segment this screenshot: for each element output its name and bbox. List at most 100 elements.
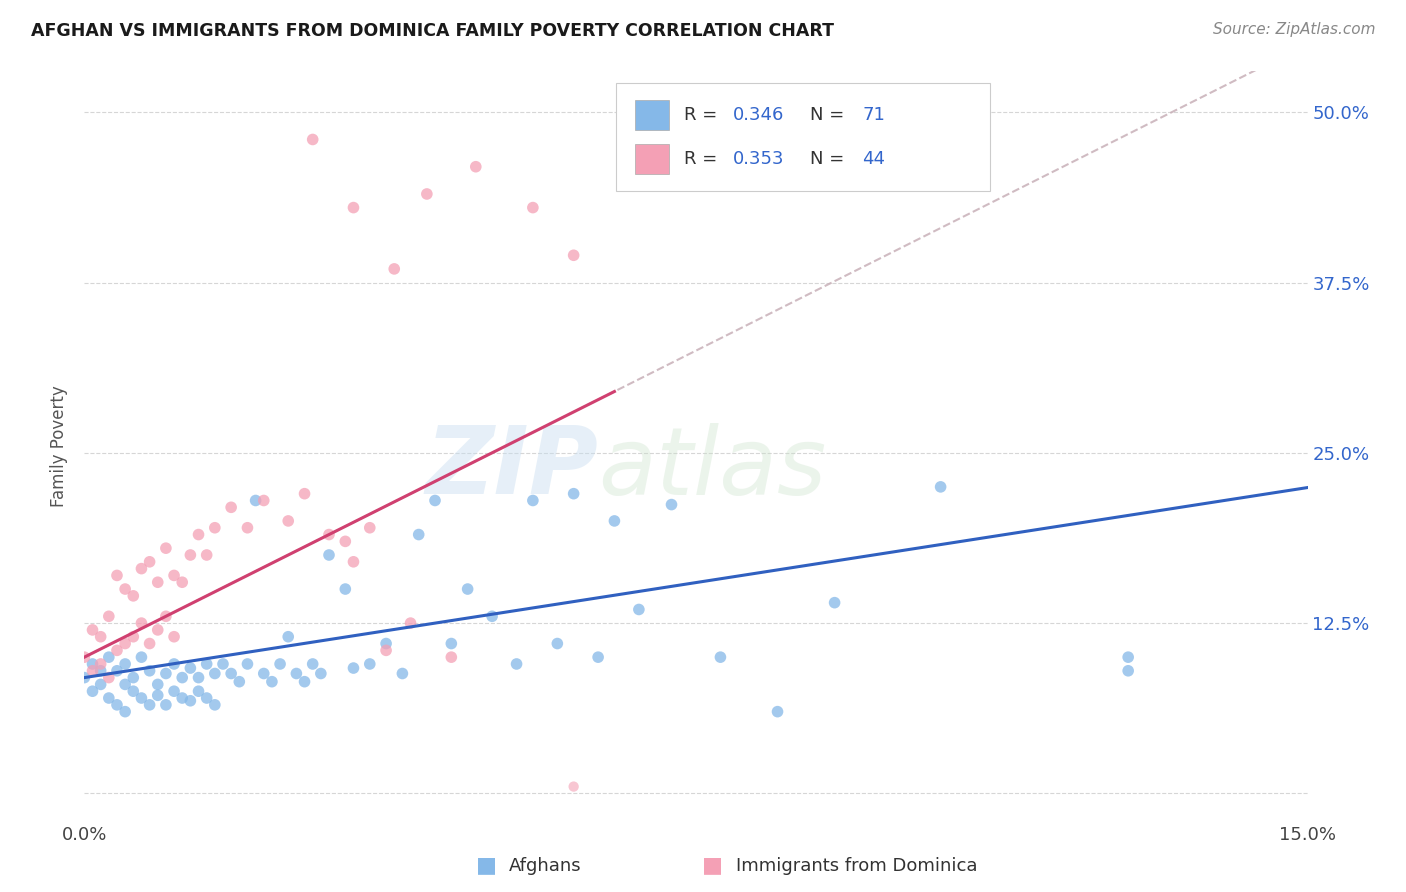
Point <box>90 664 112 678</box>
Point <box>562 248 585 262</box>
Point <box>546 636 568 650</box>
Point <box>277 630 299 644</box>
Text: N =: N = <box>810 150 849 169</box>
Point <box>195 691 218 706</box>
Point <box>114 582 136 596</box>
FancyBboxPatch shape <box>636 100 669 129</box>
Point <box>342 201 364 215</box>
Point <box>122 684 145 698</box>
Point <box>131 616 153 631</box>
Point <box>342 555 364 569</box>
Text: 44: 44 <box>862 150 886 169</box>
Point <box>228 674 250 689</box>
Point <box>399 616 422 631</box>
Point <box>661 498 683 512</box>
Point <box>97 650 120 665</box>
Point <box>294 674 316 689</box>
Point <box>1116 664 1139 678</box>
Point <box>309 666 332 681</box>
Point <box>105 643 128 657</box>
Point <box>285 666 308 681</box>
Text: ■: ■ <box>475 855 496 876</box>
Text: N =: N = <box>810 105 849 124</box>
Point <box>457 582 479 596</box>
Point <box>131 691 153 706</box>
Point <box>766 705 789 719</box>
Point <box>122 671 145 685</box>
Point <box>359 521 381 535</box>
Point <box>269 657 291 671</box>
Point <box>105 698 128 712</box>
Point <box>375 643 398 657</box>
Point <box>929 480 952 494</box>
Point <box>391 666 413 681</box>
Point <box>163 684 186 698</box>
Point <box>82 684 104 698</box>
Text: R =: R = <box>683 105 723 124</box>
Point <box>138 636 160 650</box>
Text: R =: R = <box>683 150 723 169</box>
Point <box>522 201 544 215</box>
Point <box>146 688 169 702</box>
Point <box>82 657 104 671</box>
Point <box>172 671 194 685</box>
Text: atlas: atlas <box>598 423 827 514</box>
Text: Immigrants from Dominica: Immigrants from Dominica <box>737 856 977 874</box>
Point <box>131 561 153 575</box>
Point <box>163 630 186 644</box>
Point <box>204 521 226 535</box>
Point <box>90 677 112 691</box>
Point <box>603 514 626 528</box>
Text: ■: ■ <box>702 855 723 876</box>
Point <box>73 650 96 665</box>
Point <box>318 548 340 562</box>
Point <box>163 657 186 671</box>
Point <box>253 666 276 681</box>
Point <box>187 671 209 685</box>
Point <box>318 527 340 541</box>
Point <box>155 666 177 681</box>
Point <box>236 521 259 535</box>
Point <box>440 650 463 665</box>
Point <box>204 666 226 681</box>
Text: ZIP: ZIP <box>425 423 598 515</box>
Text: 0.346: 0.346 <box>733 105 785 124</box>
Point <box>138 698 160 712</box>
Point <box>105 568 128 582</box>
Point <box>179 661 201 675</box>
Point <box>219 500 242 515</box>
Y-axis label: Family Poverty: Family Poverty <box>51 385 69 507</box>
Point <box>375 636 398 650</box>
Point <box>236 657 259 671</box>
Point <box>627 602 650 616</box>
Point <box>172 691 194 706</box>
Point <box>212 657 235 671</box>
Point <box>382 261 405 276</box>
Text: 71: 71 <box>862 105 886 124</box>
Point <box>342 661 364 675</box>
FancyBboxPatch shape <box>616 83 990 191</box>
Point <box>82 664 104 678</box>
Point <box>122 630 145 644</box>
Point <box>187 684 209 698</box>
Point <box>505 657 527 671</box>
Point <box>114 657 136 671</box>
Point <box>97 691 120 706</box>
Point <box>335 534 357 549</box>
Point <box>1116 650 1139 665</box>
Point <box>195 657 218 671</box>
Point <box>481 609 503 624</box>
Point <box>245 493 267 508</box>
Point <box>122 589 145 603</box>
Point <box>294 486 316 500</box>
Point <box>155 609 177 624</box>
Point <box>146 575 169 590</box>
Point <box>187 527 209 541</box>
Point <box>105 664 128 678</box>
Text: Afghans: Afghans <box>509 856 582 874</box>
Point <box>301 132 323 146</box>
Point <box>277 514 299 528</box>
Point <box>440 636 463 650</box>
Point <box>195 548 218 562</box>
Point <box>253 493 276 508</box>
